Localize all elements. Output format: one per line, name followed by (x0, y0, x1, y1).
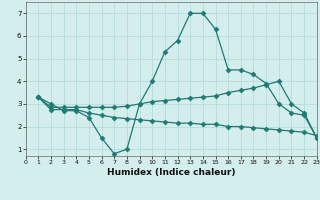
X-axis label: Humidex (Indice chaleur): Humidex (Indice chaleur) (107, 168, 236, 177)
